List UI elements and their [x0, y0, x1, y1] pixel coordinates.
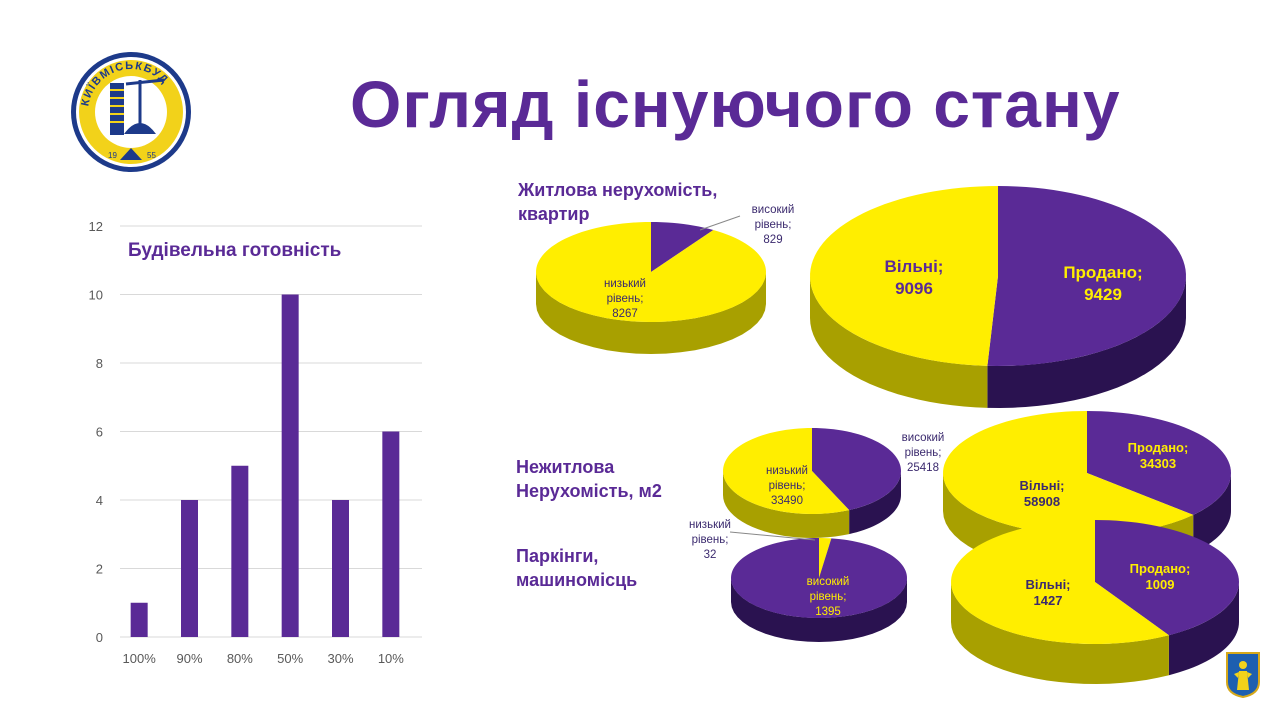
pie6-sold-label: Продано; 1009 [1129, 561, 1191, 592]
bar-80pct [231, 465, 249, 637]
pie4-slice-1 [943, 411, 1194, 535]
bar-xtick-label: 10% [378, 651, 404, 666]
pie6-free-label: Вільні; 1427 [1025, 577, 1071, 608]
pie3-low-label: низький рівень; 33490 [766, 465, 808, 507]
section-parking-line2: машиномісць [516, 570, 638, 590]
logo-year-left: 19 [108, 151, 117, 160]
pie5-high-label: високий рівень; 1395 [806, 576, 850, 618]
bar-xtick-label: 30% [327, 651, 353, 666]
bar-ytick-label: 2 [96, 562, 103, 577]
pie2-slice-1 [810, 186, 998, 366]
bar-xtick-label: 100% [123, 651, 157, 666]
section-residential-line1: Житлова нерухомість, [518, 180, 718, 200]
pie6-slice-1 [951, 520, 1169, 644]
pie1-high-label: високий рівень; 829 [751, 204, 795, 246]
section-nonresidential-line1: Нежитлова [516, 457, 615, 477]
bar-ytick-label: 0 [96, 630, 103, 645]
bar-50pct [281, 294, 299, 637]
pie5-leader-line [729, 531, 816, 541]
pie5-low-label: низький рівень; 32 [689, 519, 731, 561]
pie3-high-label: високий рівень; 25418 [901, 432, 945, 474]
pie2-free-label: Вільні; 9096 [884, 257, 944, 298]
pie5-slice-1-side [731, 578, 907, 642]
pie1-slice-0 [651, 222, 714, 272]
pie2-slice-0-side [987, 276, 1186, 408]
section-parking-line1: Паркінги, [516, 546, 599, 566]
bar-ytick-label: 10 [89, 288, 103, 303]
bar-10pct [382, 431, 400, 637]
pie3-slice-0 [812, 428, 901, 511]
section-residential-line2: квартир [518, 204, 590, 224]
bar-ytick-label: 4 [96, 493, 103, 508]
bar-xtick-label: 80% [227, 651, 253, 666]
page-title: Огляд існуючого стану [350, 67, 1121, 141]
pie4-free-label: Вільні; 58908 [1019, 478, 1065, 509]
section-nonresidential: Нежитлова Нерухомість, м2 [516, 455, 662, 503]
bar-xtick-label: 90% [176, 651, 202, 666]
pie2-slice-0 [987, 186, 1186, 366]
pie5-slice-1 [731, 538, 907, 618]
bar-100pct [130, 602, 148, 637]
pie4-slice-0-side [1193, 473, 1231, 553]
pie1-low-label: низький рівень; 8267 [604, 278, 646, 320]
kyivmiskbud-logo: КИЇВМІСЬКБУД 19 55 [71, 52, 191, 172]
bar-ytick-label: 12 [89, 219, 103, 234]
pie1-leader-line [699, 215, 741, 231]
section-parking: Паркінги, машиномісць [516, 544, 637, 592]
pie1-slice-1-side [536, 272, 766, 354]
pie6-slice-0 [1095, 520, 1239, 636]
pie2-sold-label: Продано; 9429 [1063, 263, 1143, 304]
pie5-slice-0 [819, 538, 832, 578]
bar-30pct [332, 500, 349, 637]
pie4-sold-label: Продано; 34303 [1127, 440, 1189, 471]
bar-xtick-label: 50% [277, 651, 303, 666]
pie3-slice-0-side [849, 471, 901, 535]
pie3-slice-1 [723, 428, 850, 514]
kyiv-emblem-icon [1226, 652, 1260, 698]
bar-chart-title: Будівельна готовність [128, 240, 342, 261]
section-nonresidential-line2: Нерухомість, м2 [516, 481, 662, 501]
pie1-slice-1 [536, 222, 766, 322]
pie2-slice-1-side [810, 276, 988, 408]
pie6-slice-0-side [1168, 582, 1239, 676]
pie4-slice-0 [1087, 411, 1231, 515]
logo-year-right: 55 [147, 151, 156, 160]
bar-ytick-label: 8 [96, 356, 103, 371]
pie3-slice-1-side [723, 471, 850, 538]
pie6-slice-1-side [951, 582, 1169, 684]
bar-ytick-label: 6 [96, 425, 103, 440]
bar-chart: 0 2 4 6 8 10 12 100% 90% 80% 50% 30% 10% [89, 219, 422, 666]
section-residential: Житлова нерухомість, квартир [518, 178, 717, 226]
bar-90pct [181, 500, 198, 637]
